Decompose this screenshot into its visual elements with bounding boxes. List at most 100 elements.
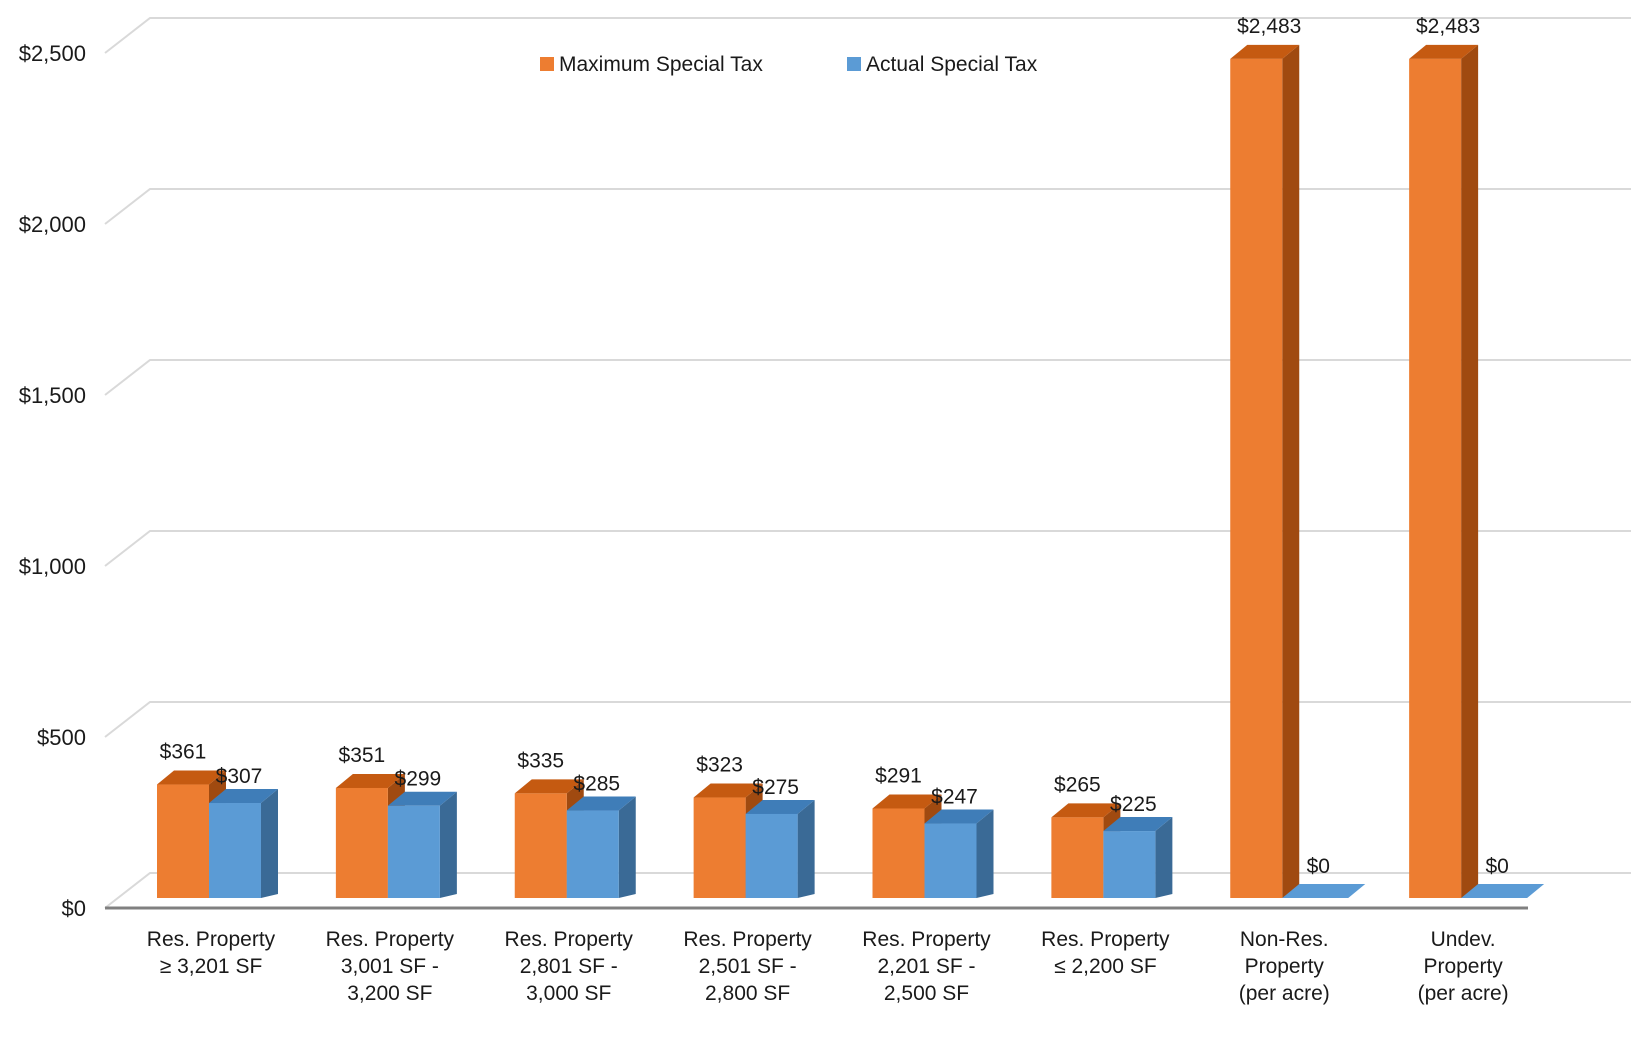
bar-front: [693, 797, 746, 898]
x-tick-label-line: ≤ 2,200 SF: [1054, 955, 1157, 978]
bar-top: [745, 799, 815, 814]
bar-front: [745, 813, 798, 898]
bars: [157, 44, 1545, 898]
legend-label: Maximum Special Tax: [559, 53, 763, 76]
bar-side: [1461, 44, 1479, 898]
bar-top: [1409, 44, 1479, 59]
x-tick-label: Res. Property 3,001 SF - 3,200 SF: [326, 928, 455, 1005]
data-label: $2,483: [1416, 15, 1480, 38]
bar-front: [514, 793, 567, 898]
bar-front: [1230, 58, 1283, 898]
x-tick-label-line: Non-Res.: [1240, 928, 1329, 951]
x-tick-label-line: Res. Property: [683, 928, 812, 951]
data-label: $265: [1054, 773, 1101, 796]
legend-label: Actual Special Tax: [866, 53, 1038, 76]
bar-side: [439, 791, 457, 898]
bar-side: [797, 799, 815, 898]
x-tick-label-line: Res. Property: [862, 928, 991, 951]
bar: [924, 809, 994, 898]
x-tick-label-line: ≥ 3,201 SF: [160, 955, 263, 978]
bar-front: [1103, 831, 1156, 898]
x-tick-label-line: (per acre): [1418, 982, 1509, 1005]
bar-top: [514, 779, 584, 794]
x-tick-label-line: Undev.: [1431, 928, 1496, 951]
bar: [745, 799, 815, 898]
bar-side: [261, 789, 278, 898]
bar-side: [618, 796, 636, 898]
y-tick-label: $1,000: [19, 554, 86, 579]
bar-top: [566, 796, 636, 811]
legend-swatch: [540, 57, 554, 71]
legend: Maximum Special Tax Actual Special Tax: [540, 53, 1038, 76]
bar-top: [872, 794, 942, 809]
data-label: $275: [752, 776, 799, 799]
bar-side: [1155, 817, 1173, 898]
bar-top: [924, 809, 994, 824]
bar-front: [157, 784, 209, 898]
x-tick-label: Undev. Property (per acre): [1418, 928, 1509, 1005]
data-label: $0: [1485, 855, 1508, 878]
bar-top: [1230, 44, 1300, 59]
data-label: $307: [216, 765, 263, 788]
data-label: $335: [517, 749, 564, 772]
bar-front: [1051, 817, 1104, 898]
x-tick-label: Res. Property ≤ 2,200 SF: [1041, 928, 1170, 978]
bar-front: [335, 787, 388, 898]
bar-top: [693, 783, 763, 798]
y-tick-label: $500: [37, 725, 86, 750]
x-tick-label-line: Res. Property: [1041, 928, 1170, 951]
x-tick-label-line: 3,200 SF: [347, 982, 432, 1005]
data-label: $361: [160, 741, 207, 764]
gridline: [104, 17, 1631, 54]
gridlines: [104, 17, 1631, 909]
x-tick-label-line: 2,800 SF: [705, 982, 790, 1005]
x-tick-label-line: 2,201 SF -: [877, 955, 975, 978]
gridline: [104, 701, 1631, 738]
bar-side: [1282, 44, 1300, 898]
x-tick-label-line: (per acre): [1239, 982, 1330, 1005]
data-label: $323: [696, 754, 743, 777]
bar: [1461, 884, 1545, 898]
data-labels: $361 $307 $351 $299 $335 $285 $323 $275 $291 $247…: [160, 15, 1509, 878]
y-tick-label: $0: [62, 896, 86, 921]
bar: [1103, 817, 1173, 898]
bar-top: [157, 770, 226, 785]
bar-top: [209, 789, 278, 804]
bar-front: [872, 808, 925, 898]
data-label: $291: [875, 764, 922, 787]
bar: [566, 796, 636, 898]
y-tick-label: $1,500: [19, 383, 86, 408]
x-tick-label-line: 2,801 SF -: [520, 955, 618, 978]
bar-top: [1103, 817, 1173, 832]
axes: $0 $500 $1,000 $1,500 $2,000 $2,500: [19, 41, 1528, 921]
bar-front: [1409, 58, 1462, 898]
x-tick-label-line: 3,000 SF: [526, 982, 611, 1005]
x-tick-label-line: Res. Property: [505, 928, 634, 951]
bar: [1409, 44, 1479, 898]
data-label: $285: [573, 773, 620, 796]
x-tick-label-line: Property: [1245, 955, 1325, 978]
bar-side: [976, 809, 994, 898]
y-tick-label: $2,500: [19, 41, 86, 66]
bar-top: [335, 773, 405, 788]
x-tick-label: Res. Property 2,201 SF - 2,500 SF: [862, 928, 991, 1005]
bar: [1230, 44, 1300, 898]
x-tick-label-line: 2,500 SF: [884, 982, 969, 1005]
bar-top: [387, 791, 457, 806]
legend-swatch: [847, 57, 861, 71]
gridline: [104, 530, 1631, 567]
bar-top: [1461, 884, 1545, 898]
x-tick-label: Res. Property ≥ 3,201 SF: [147, 928, 276, 978]
data-label: $225: [1110, 793, 1157, 816]
x-tick-label-line: 3,001 SF -: [341, 955, 439, 978]
gridline: [104, 188, 1631, 225]
gridline: [104, 359, 1631, 396]
x-tick-label-line: Res. Property: [326, 928, 455, 951]
bar-front: [387, 805, 440, 898]
data-label: $2,483: [1237, 15, 1301, 38]
bar-top: [1051, 803, 1121, 818]
x-tick-label: Res. Property 2,801 SF - 3,000 SF: [505, 928, 634, 1005]
x-tick-label-line: Property: [1423, 955, 1503, 978]
